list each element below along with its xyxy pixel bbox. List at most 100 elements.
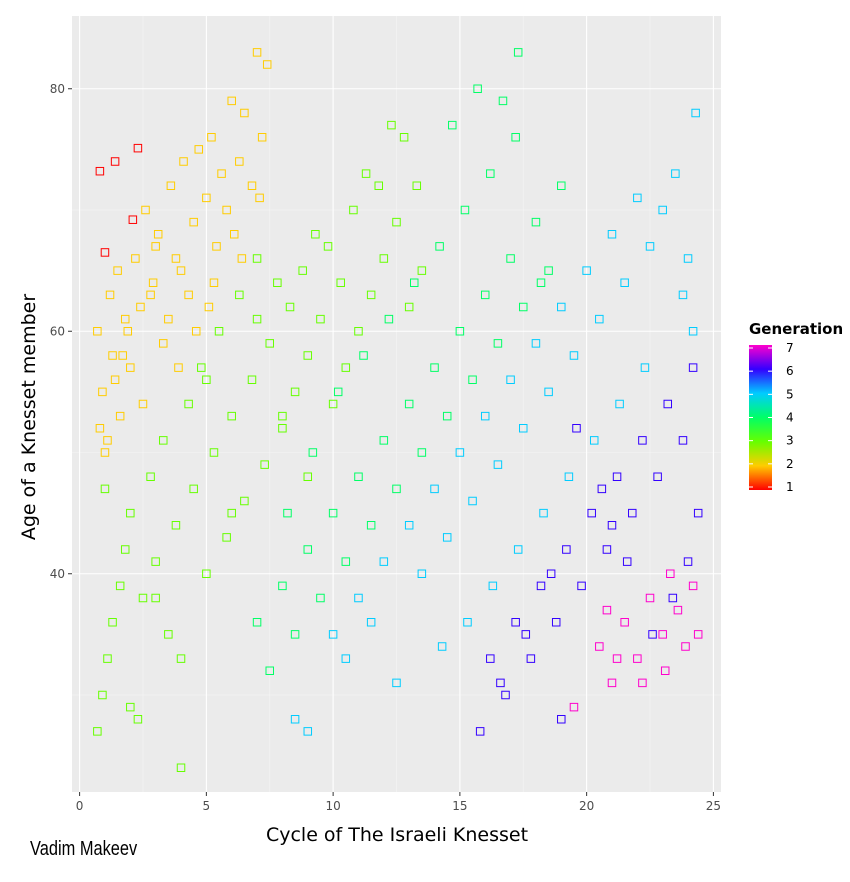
data-point	[227, 96, 236, 106]
data-point	[126, 702, 135, 712]
data-point	[658, 205, 667, 215]
data-point	[645, 242, 655, 251]
data-point	[622, 557, 632, 566]
legend: Generation 1 2 3 4 5 6 7	[749, 320, 843, 494]
legend-tick-label: 1	[786, 480, 794, 494]
data-point	[435, 242, 444, 251]
data-point	[475, 727, 485, 736]
data-point	[227, 508, 236, 518]
data-point	[108, 351, 117, 360]
data-point	[582, 266, 591, 275]
data-point	[404, 399, 414, 409]
data-point	[136, 302, 145, 312]
data-point	[126, 508, 135, 518]
data-point	[409, 278, 419, 287]
data-point	[633, 654, 642, 663]
data-point	[597, 484, 607, 494]
data-point	[174, 363, 183, 372]
data-point	[437, 642, 447, 651]
data-point	[442, 411, 452, 421]
data-point	[328, 508, 338, 518]
data-point	[214, 327, 224, 336]
data-point	[179, 157, 188, 166]
data-point	[366, 521, 376, 530]
data-point	[341, 654, 351, 663]
data-point	[308, 448, 318, 457]
data-point	[645, 593, 655, 603]
data-point	[217, 169, 226, 178]
data-point	[146, 290, 155, 300]
data-point	[290, 630, 300, 639]
data-point	[480, 290, 490, 300]
data-point	[336, 278, 345, 287]
data-point	[227, 411, 236, 421]
data-points	[93, 48, 703, 772]
data-point	[384, 314, 394, 324]
data-point	[138, 593, 148, 603]
data-point	[486, 654, 495, 663]
data-point	[176, 763, 186, 772]
data-point	[387, 120, 396, 130]
data-point	[536, 278, 546, 287]
data-point	[110, 157, 120, 166]
data-point	[151, 557, 160, 566]
data-point	[366, 290, 376, 300]
data-point	[191, 327, 201, 336]
author-caption: Vadim Makeev	[30, 838, 138, 860]
x-tick-label: 5	[203, 799, 211, 813]
legend-tick-label: 6	[786, 364, 794, 378]
data-point	[95, 424, 105, 433]
data-point	[235, 290, 244, 300]
data-point	[341, 557, 351, 566]
data-point	[283, 508, 292, 518]
x-tick-label: 25	[706, 799, 721, 813]
data-point	[273, 278, 282, 287]
data-point	[255, 193, 264, 203]
y-tick-label: 60	[50, 324, 65, 338]
data-point	[587, 508, 596, 518]
data-point	[607, 230, 617, 239]
data-point	[189, 484, 198, 494]
data-point	[468, 375, 477, 384]
data-point	[171, 521, 181, 530]
data-point	[691, 108, 700, 118]
data-point	[252, 618, 262, 627]
data-point	[519, 302, 528, 312]
data-point	[544, 387, 553, 397]
data-point	[480, 411, 490, 421]
data-point	[98, 690, 107, 700]
data-point	[202, 569, 211, 578]
data-point	[204, 302, 214, 312]
data-point	[359, 351, 368, 360]
data-point	[240, 108, 249, 118]
data-point	[678, 290, 688, 300]
legend-tick-label: 4	[786, 411, 794, 425]
data-point	[417, 266, 427, 275]
data-point	[595, 314, 604, 324]
data-point	[526, 654, 536, 663]
data-point	[316, 593, 325, 603]
data-point	[569, 351, 579, 360]
data-point	[247, 181, 257, 190]
data-point	[303, 545, 313, 554]
data-point	[663, 399, 673, 409]
data-point	[176, 266, 186, 275]
data-point	[98, 387, 107, 397]
y-tick-label: 40	[50, 567, 65, 581]
data-point	[103, 654, 112, 663]
data-point	[128, 215, 138, 224]
data-point	[562, 545, 571, 554]
data-point	[260, 460, 269, 469]
data-point	[194, 145, 204, 154]
data-point	[511, 133, 520, 142]
data-point	[328, 399, 338, 409]
data-point	[557, 302, 566, 312]
data-point	[620, 278, 629, 287]
data-point	[379, 254, 389, 263]
data-point	[412, 181, 422, 190]
data-point	[103, 436, 112, 445]
data-point	[430, 363, 439, 372]
data-point	[366, 618, 376, 627]
data-point	[379, 557, 389, 566]
data-point	[638, 436, 647, 445]
